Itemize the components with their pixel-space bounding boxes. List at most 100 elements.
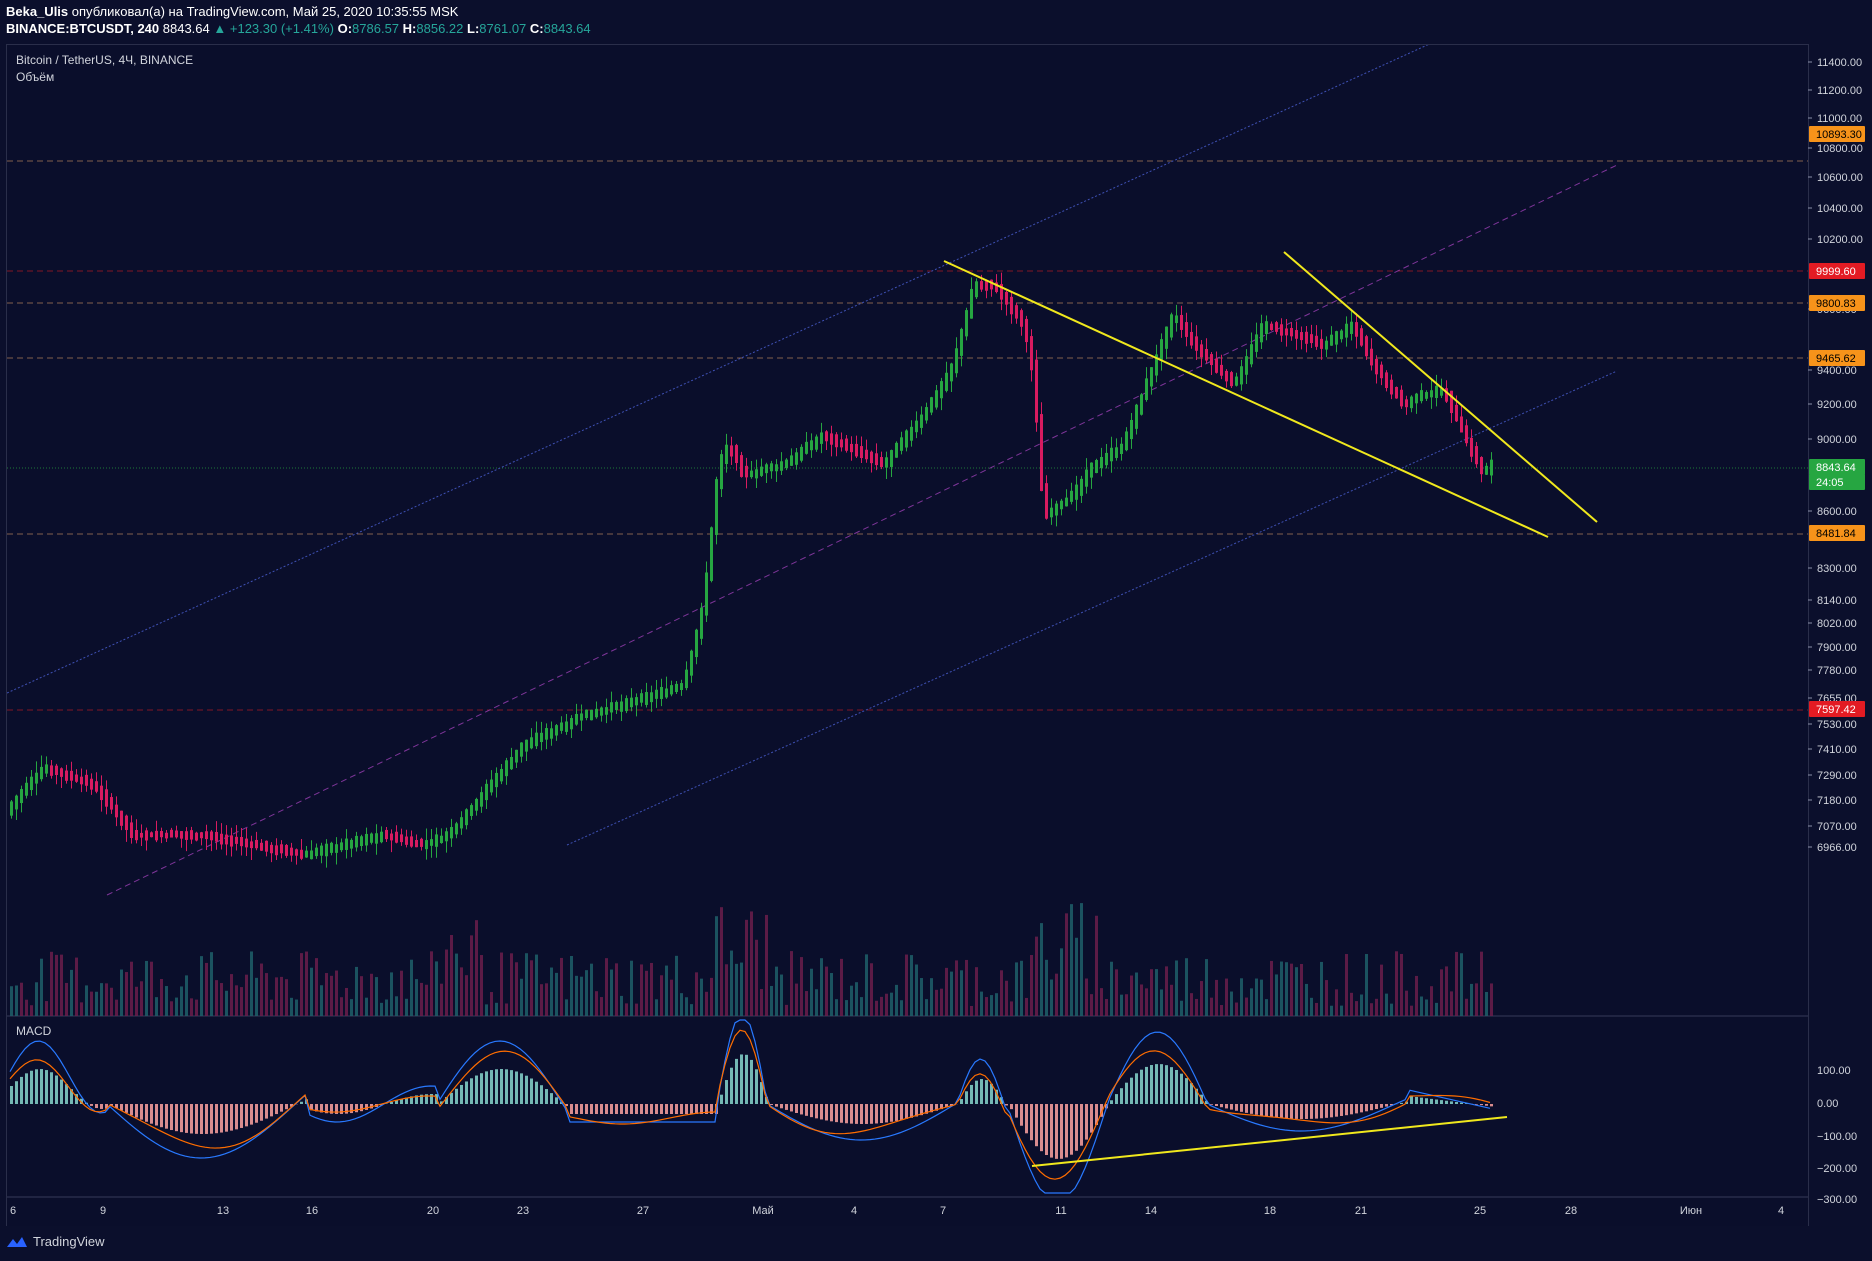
candle-body <box>340 842 343 851</box>
volume-bar <box>1410 1005 1413 1016</box>
candle-body <box>620 701 623 712</box>
macd-tick-label: −300.00 <box>1817 1194 1857 1206</box>
volume-bar <box>1345 954 1348 1016</box>
volume-bar <box>135 986 138 1016</box>
volume-bar <box>835 999 838 1016</box>
descending-support-trendline[interactable] <box>943 260 1549 538</box>
volume-bar <box>95 991 98 1016</box>
trendlines[interactable] <box>943 251 1598 1167</box>
candle-body <box>695 629 698 658</box>
volume-bar <box>860 997 863 1016</box>
chart-canvas[interactable] <box>7 45 1808 1226</box>
volume-bar <box>760 989 763 1016</box>
macd-histogram-bar <box>925 1104 928 1114</box>
macd-histogram-bar <box>1115 1094 1118 1104</box>
volume-bar <box>1280 961 1283 1016</box>
macd-line <box>9 1019 1491 1194</box>
candle-body <box>700 607 703 639</box>
volume-bar <box>535 954 538 1016</box>
candle-body <box>1280 324 1283 336</box>
volume-bar <box>165 986 168 1016</box>
macd-histogram-bar <box>940 1104 943 1110</box>
price-tick-label: 9000.00 <box>1817 434 1857 446</box>
candle-body <box>1410 396 1413 409</box>
candle-body <box>1045 483 1048 519</box>
macd-histogram-bar <box>105 1104 108 1109</box>
price-axis[interactable]: 11400.00 11200.00 11000.00 10800.00 10600.00… <box>1808 44 1872 1216</box>
volume-bar <box>985 997 988 1016</box>
volume-legend[interactable]: Объём <box>16 70 55 84</box>
macd-histogram-bar <box>740 1054 743 1104</box>
volume-bar <box>505 1003 508 1016</box>
volume-bar <box>345 987 348 1016</box>
candle-body <box>335 844 338 853</box>
volume-bar <box>230 974 233 1016</box>
candle-body <box>1150 367 1153 387</box>
candle-body <box>160 831 163 838</box>
candle-body <box>1255 334 1258 352</box>
volume-bar <box>365 997 368 1016</box>
candle-body <box>100 785 103 801</box>
macd-legend[interactable]: MACD <box>16 1024 52 1038</box>
macd-histogram-bar <box>1425 1098 1428 1104</box>
candle-body <box>1015 305 1018 319</box>
volume-bar <box>585 970 588 1016</box>
macd-histogram-bar <box>440 1101 443 1104</box>
price-badge <box>1809 263 1865 279</box>
candle-body <box>295 849 298 856</box>
candle-body <box>55 765 58 776</box>
candle-body <box>1000 284 1003 300</box>
macd-histogram-bar <box>1175 1069 1178 1104</box>
tradingview-logo[interactable]: TradingView <box>6 1234 105 1249</box>
macd-histogram-bar <box>400 1098 403 1104</box>
volume-bar <box>700 978 703 1016</box>
macd-histogram-bar <box>575 1104 578 1114</box>
volume-bar <box>1130 975 1133 1016</box>
low-value: 8761.07 <box>479 21 527 36</box>
volume-bar <box>970 1005 973 1016</box>
author-name[interactable]: Beka_Ulis <box>6 4 69 19</box>
candle-body <box>610 702 613 713</box>
macd-histogram-bar <box>1355 1104 1358 1114</box>
macd-histogram-bar <box>240 1104 243 1128</box>
price-tick-label: 7070.00 <box>1817 821 1857 833</box>
candle-body <box>1135 404 1138 429</box>
candle-body <box>1105 452 1108 466</box>
macd-histogram-bar <box>155 1104 158 1126</box>
candle-body <box>470 805 473 816</box>
macd-histogram-bar <box>465 1081 468 1104</box>
volume-bar <box>295 999 298 1016</box>
volume-bar <box>745 919 748 1016</box>
descending-resistance-trendline[interactable] <box>1283 251 1598 523</box>
candle-body <box>1345 323 1348 338</box>
volume-bar <box>120 969 123 1016</box>
price-badge <box>1809 525 1865 541</box>
price-channel[interactable] <box>7 45 1618 896</box>
time-tick-label: 27 <box>637 1205 649 1217</box>
macd-histogram-bar <box>1145 1066 1148 1104</box>
candle-body <box>1405 399 1408 408</box>
volume-bar <box>540 984 543 1016</box>
chart-area[interactable]: Bitcoin / TetherUS, 4Ч, BINANCE Объём MA… <box>6 44 1809 1227</box>
volume-bar <box>820 958 823 1016</box>
time-axis[interactable]: 6 9 13 16 20 23 27 Май 4 7 11 14 18 21 25 28 Июн 4 <box>6 1196 1807 1224</box>
pair-legend[interactable]: Bitcoin / TetherUS, 4Ч, BINANCE <box>16 53 194 67</box>
candle-body <box>180 831 183 839</box>
channel-lower-line[interactable] <box>566 370 1618 846</box>
volume-bar <box>105 983 108 1016</box>
volume-bar <box>770 985 773 1016</box>
candle-body <box>780 461 783 471</box>
volume-bar <box>1315 1002 1318 1016</box>
volume-bar <box>1080 903 1083 1016</box>
volume-bar <box>1395 951 1398 1016</box>
macd-histogram-bar <box>290 1104 293 1107</box>
macd-histogram-bar <box>250 1104 253 1125</box>
candle-body <box>565 721 568 732</box>
volume-bar <box>840 958 843 1016</box>
macd-histogram-bar <box>315 1104 318 1112</box>
horizontal-levels <box>7 160 1808 711</box>
volume-bar <box>895 984 898 1016</box>
candle-body <box>980 281 983 290</box>
macd-rising-trendline[interactable] <box>1031 1116 1508 1167</box>
volume-bar <box>625 1003 628 1016</box>
